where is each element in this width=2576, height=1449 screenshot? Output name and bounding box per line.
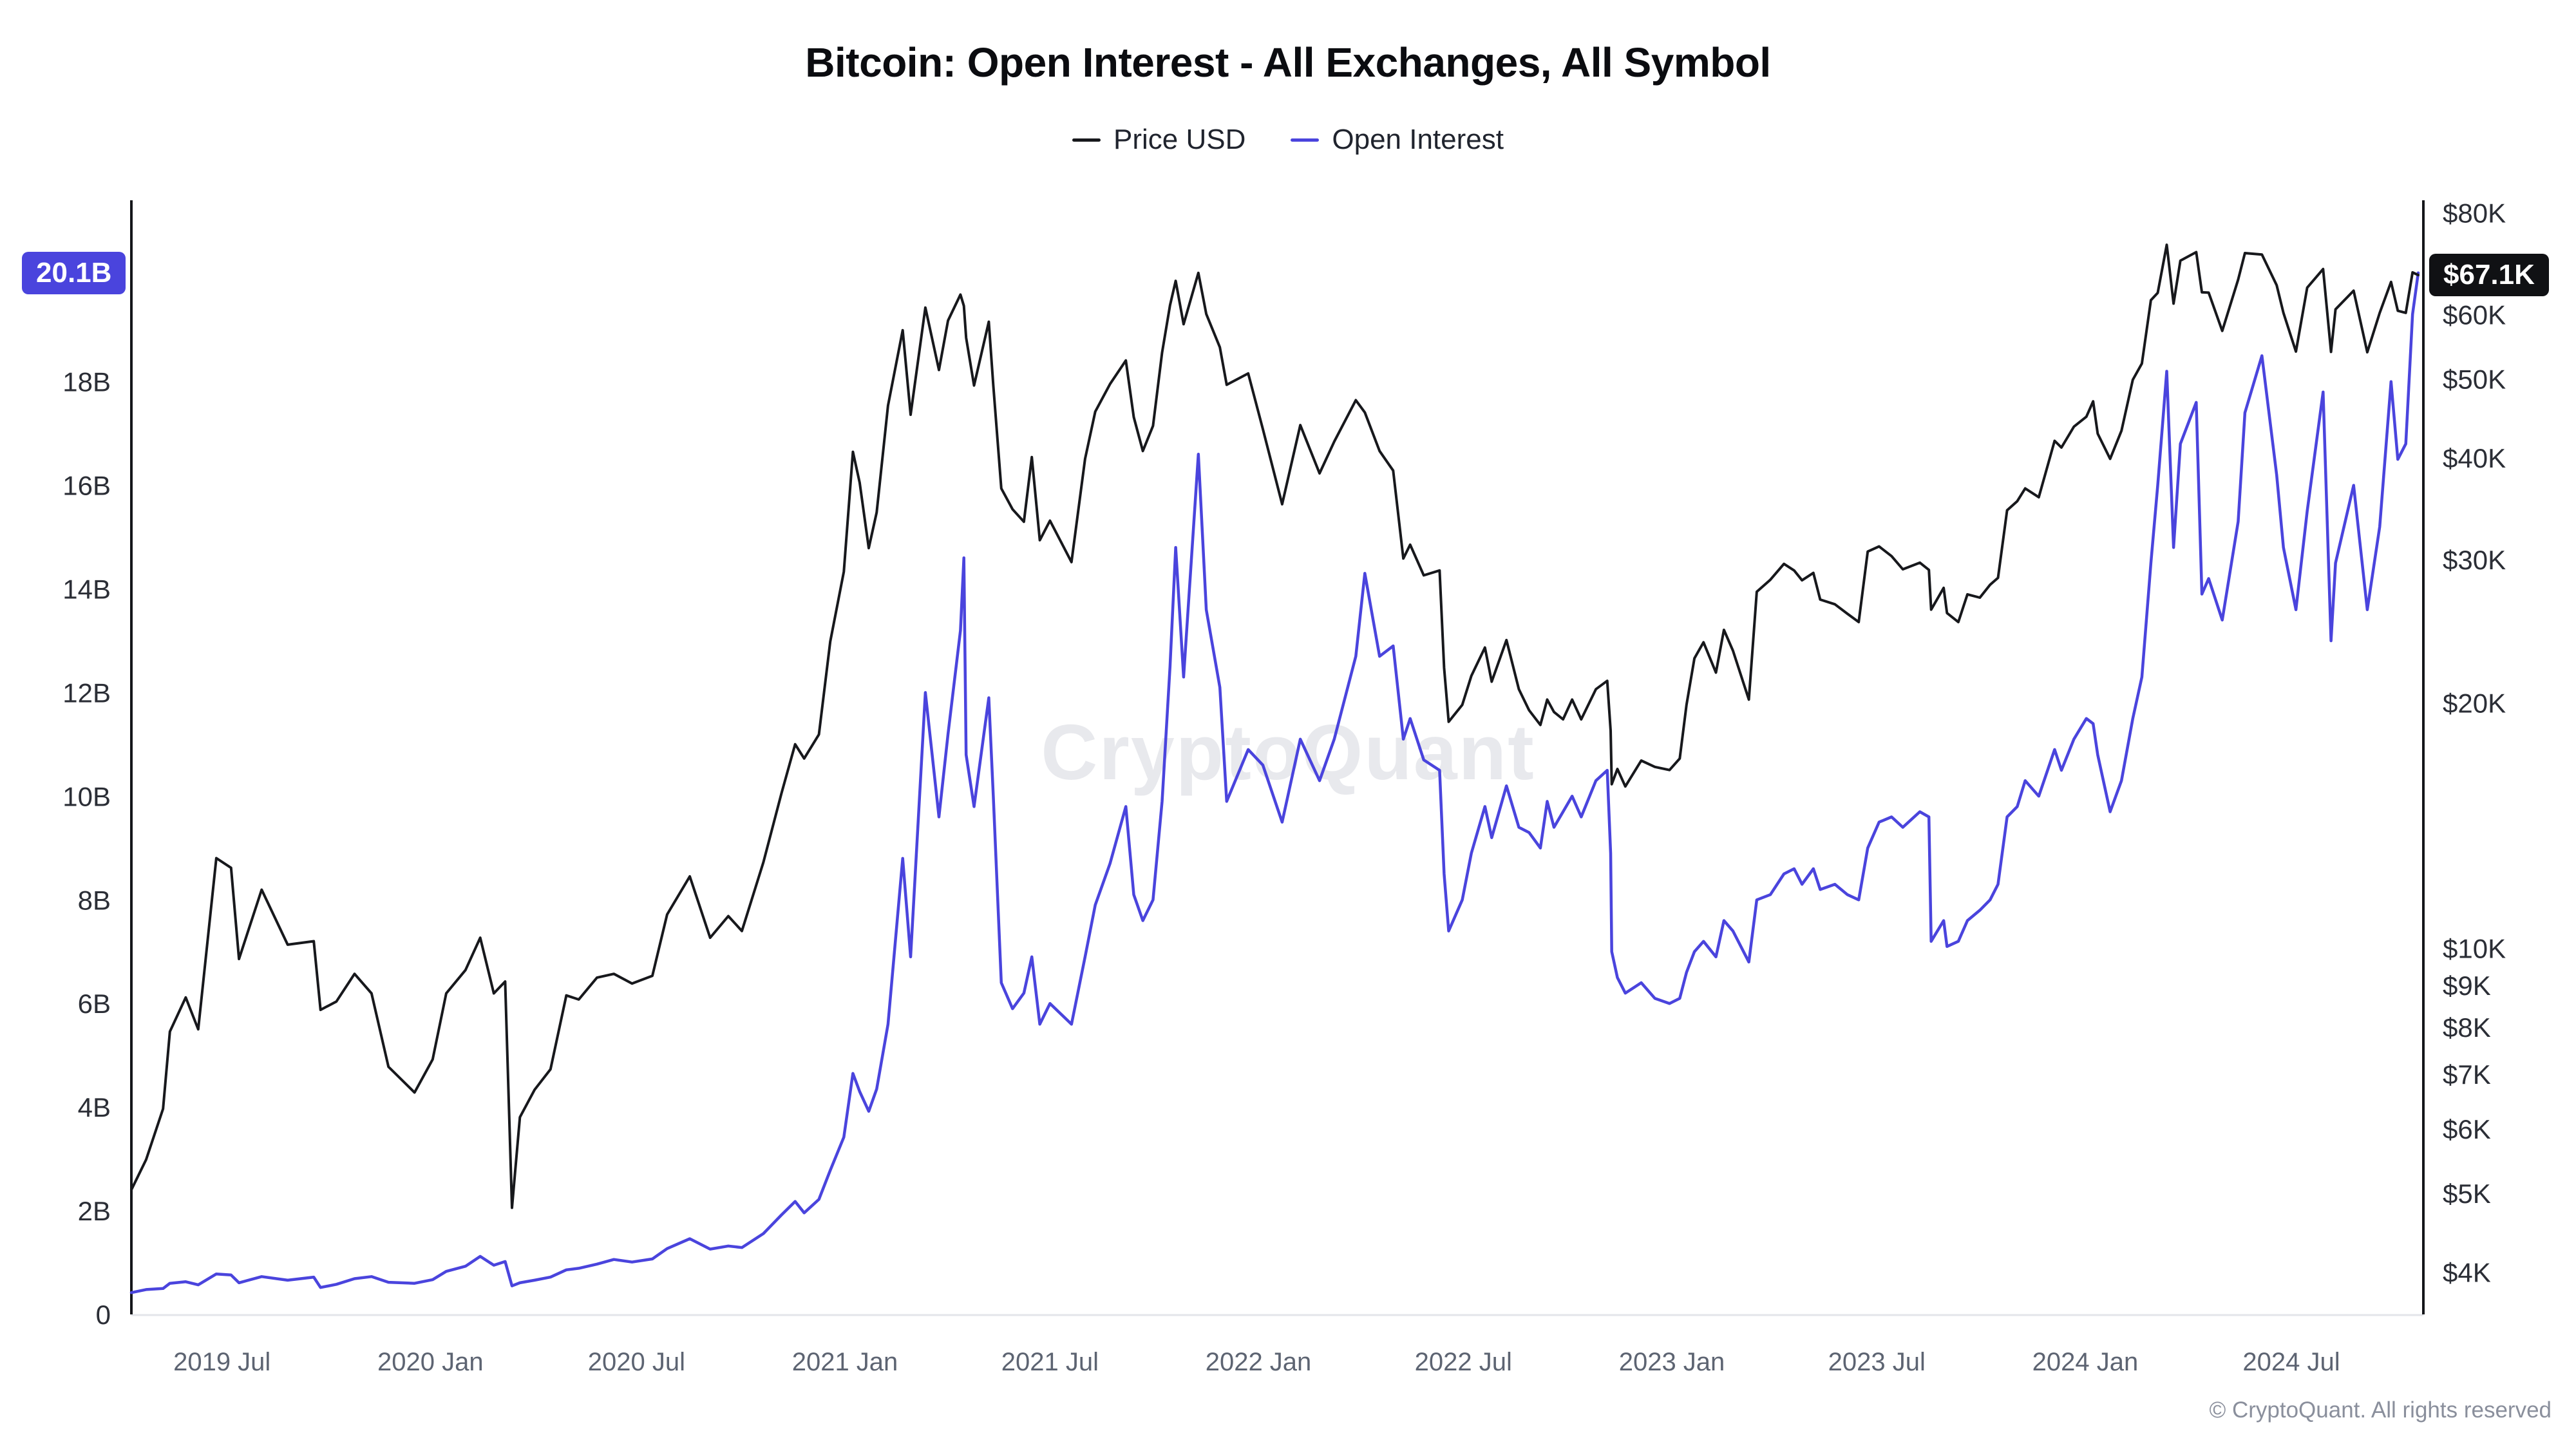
left-axis-tick-label: 18B bbox=[62, 367, 111, 397]
x-axis-tick-label: 2021 Jul bbox=[1001, 1348, 1099, 1376]
copyright-notice: © CryptoQuant. All rights reserved bbox=[2209, 1397, 2552, 1423]
legend-item-price[interactable]: Price USD bbox=[1072, 124, 1245, 156]
left-axis-tick-label: 16B bbox=[62, 471, 111, 501]
left-axis-tick-label: 2B bbox=[78, 1196, 111, 1226]
chart-title: Bitcoin: Open Interest - All Exchanges, … bbox=[805, 39, 1771, 86]
open-interest-current-badge: 20.1B bbox=[22, 252, 126, 294]
legend-item-open-interest[interactable]: Open Interest bbox=[1291, 124, 1504, 156]
left-axis-tick-label: 12B bbox=[62, 677, 111, 708]
price-current-badge: $67.1K bbox=[2429, 254, 2549, 296]
left-axis-tick-label: 14B bbox=[62, 574, 111, 605]
x-axis-tick-label: 2023 Jul bbox=[1828, 1348, 1926, 1376]
right-axis-tick-label: $60K bbox=[2443, 300, 2506, 330]
x-axis-tick-label: 2022 Jan bbox=[1206, 1348, 1312, 1376]
legend: Price USD Open Interest bbox=[0, 124, 2576, 156]
open-interest-line bbox=[129, 271, 2420, 1294]
right-axis-tick-label: $50K bbox=[2443, 365, 2506, 395]
x-axis-tick-label: 2023 Jan bbox=[1619, 1348, 1725, 1376]
x-axis-tick-label: 2020 Jul bbox=[588, 1348, 685, 1376]
right-axis-tick-label: $4K bbox=[2443, 1258, 2491, 1288]
x-axis-tick-label: 2022 Jul bbox=[1415, 1348, 1512, 1376]
right-axis-tick-label: $30K bbox=[2443, 545, 2506, 575]
x-axis-tick-label: 2019 Jul bbox=[173, 1348, 270, 1376]
price-line-swatch-icon bbox=[1072, 138, 1101, 142]
x-axis-tick-label: 2024 Jan bbox=[2032, 1348, 2139, 1376]
left-axis-tick-label: 6B bbox=[78, 989, 111, 1019]
right-axis-tick-label: $7K bbox=[2443, 1059, 2491, 1090]
open-interest-line-swatch-icon bbox=[1291, 138, 1320, 142]
cryptoquant-watermark: CryptoQuant bbox=[1041, 708, 1535, 796]
x-axis-tick-label: 2020 Jan bbox=[377, 1348, 484, 1376]
x-axis-tick-label: 2021 Jan bbox=[792, 1348, 898, 1376]
price-line bbox=[130, 243, 2420, 1209]
legend-label-open-interest: Open Interest bbox=[1332, 124, 1504, 155]
right-axis-tick-label: $5K bbox=[2443, 1179, 2491, 1209]
right-axis-tick-label: $10K bbox=[2443, 933, 2506, 963]
right-axis-tick-label: $8K bbox=[2443, 1012, 2491, 1043]
left-axis-tick-label: 10B bbox=[62, 781, 111, 811]
left-axis-tick-label: 4B bbox=[78, 1092, 111, 1122]
left-axis-tick-label: 8B bbox=[78, 885, 111, 915]
right-axis-tick-label: $40K bbox=[2443, 443, 2506, 473]
right-axis-tick-label: $80K bbox=[2443, 198, 2506, 229]
x-axis-tick-label: 2024 Jul bbox=[2242, 1348, 2340, 1376]
right-axis-tick-label: $20K bbox=[2443, 688, 2506, 719]
right-axis-tick-label: $9K bbox=[2443, 971, 2491, 1001]
left-axis-tick-label: 0 bbox=[96, 1300, 111, 1330]
right-axis-tick-label: $6K bbox=[2443, 1114, 2491, 1144]
legend-label-price: Price USD bbox=[1113, 124, 1246, 155]
